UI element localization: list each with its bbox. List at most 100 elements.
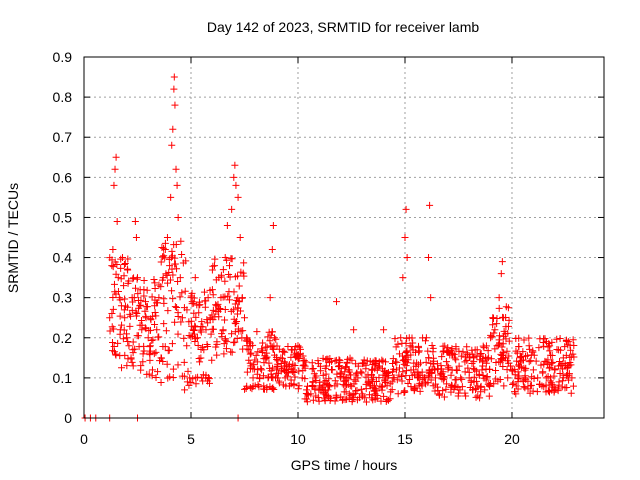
data-point (401, 234, 409, 241)
data-point (278, 354, 286, 362)
data-point (273, 366, 281, 374)
data-point (424, 371, 432, 379)
data-point (500, 327, 508, 335)
data-point (163, 234, 171, 241)
data-point (262, 343, 270, 351)
data-point (184, 367, 192, 375)
data-point (231, 338, 239, 346)
data-point (557, 361, 565, 369)
data-point (447, 371, 455, 379)
data-point (219, 266, 227, 274)
data-point (135, 343, 143, 351)
data-point (128, 306, 136, 314)
data-point (568, 374, 576, 382)
data-point (511, 388, 519, 396)
data-point (437, 369, 445, 377)
data-point (335, 356, 343, 364)
data-point (320, 381, 328, 389)
data-point (375, 358, 383, 366)
data-point (270, 386, 278, 394)
data-point (493, 342, 501, 350)
data-point (452, 343, 460, 351)
data-point (243, 345, 251, 353)
data-point (198, 374, 206, 382)
data-point (209, 262, 217, 270)
data-point (140, 292, 148, 300)
data-point (547, 374, 555, 382)
data-point (425, 354, 433, 362)
data-point (123, 334, 131, 342)
data-point (314, 360, 322, 368)
data-point (472, 377, 480, 385)
data-point (132, 284, 140, 292)
data-point (169, 125, 177, 133)
data-point (296, 343, 304, 351)
data-point (402, 205, 410, 213)
data-point (108, 310, 116, 318)
data-point (469, 386, 477, 394)
data-point (301, 364, 309, 372)
data-point (143, 286, 151, 294)
data-point (526, 389, 534, 397)
data-point (191, 337, 199, 345)
data-point (116, 312, 124, 320)
data-point (117, 275, 125, 283)
data-point (353, 369, 361, 377)
data-point (492, 375, 500, 383)
data-point (563, 384, 571, 392)
data-point (380, 392, 388, 400)
data-point (144, 334, 152, 342)
data-point (315, 386, 323, 394)
data-point (517, 358, 525, 366)
data-point (515, 374, 523, 382)
data-point (170, 85, 178, 93)
data-point (177, 237, 185, 245)
data-point (197, 328, 205, 336)
data-point (452, 366, 460, 374)
data-point (232, 181, 240, 189)
data-point (138, 326, 146, 334)
data-point (315, 382, 323, 390)
data-point (245, 346, 253, 354)
data-point (562, 337, 570, 345)
data-point (395, 350, 403, 358)
data-point (253, 328, 261, 336)
data-point (533, 388, 541, 396)
data-point (482, 359, 490, 367)
data-point (195, 309, 203, 317)
data-point (561, 343, 569, 351)
data-point (194, 342, 202, 350)
data-point (258, 366, 266, 374)
data-point (157, 379, 165, 387)
data-point (121, 314, 129, 322)
data-point (514, 375, 522, 383)
data-point (362, 398, 370, 406)
data-point (243, 335, 251, 343)
data-point (386, 395, 394, 403)
data-point (263, 383, 271, 391)
data-point (140, 277, 148, 285)
data-point (193, 334, 201, 342)
data-point (514, 368, 522, 376)
data-point (277, 367, 285, 375)
data-point (157, 354, 165, 362)
data-point (187, 333, 195, 341)
data-point (160, 320, 168, 328)
data-point (117, 302, 125, 310)
data-point (527, 357, 535, 365)
data-point (110, 325, 118, 333)
data-point (529, 347, 537, 355)
data-point (567, 353, 575, 361)
data-point (529, 366, 537, 374)
data-point (496, 376, 504, 384)
data-point (380, 367, 388, 375)
data-point (442, 358, 450, 366)
data-point (238, 294, 246, 302)
data-point (153, 299, 161, 307)
data-point (497, 350, 505, 358)
data-point (168, 265, 176, 273)
data-point (518, 353, 526, 361)
axis-ticks: 0 0.1 0.2 0.3 0.4 0.5 0.6 0.7 0.8 0.9 0 5 10 15 20 (53, 49, 604, 447)
data-point (433, 360, 441, 368)
data-point (151, 320, 159, 328)
